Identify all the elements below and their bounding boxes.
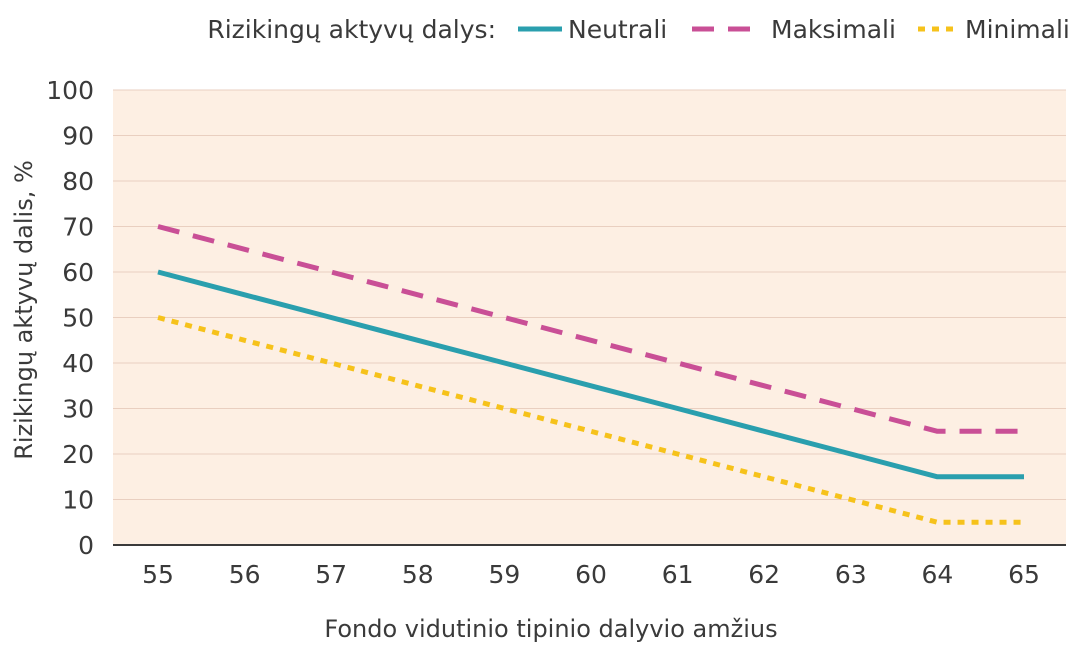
x-tick-label: 63: [835, 560, 867, 589]
y-tick-label: 20: [62, 440, 94, 469]
y-axis-title: Rizikingų aktyvų dalis, %: [10, 160, 38, 460]
y-tick-label: 40: [62, 349, 94, 378]
y-tick-label: 10: [62, 486, 94, 515]
x-tick-label: 57: [315, 560, 347, 589]
y-tick-label: 30: [62, 395, 94, 424]
y-tick-label: 0: [78, 531, 94, 560]
x-tick-labels: 55 56 57 58 59 60 61 62 63 64 65: [142, 560, 1040, 589]
x-tick-label: 59: [488, 560, 520, 589]
y-tick-labels: 0 10 20 30 40 50 60 70 80 90 100: [46, 76, 94, 560]
legend-label-maksimali: Maksimali: [771, 15, 896, 44]
legend-label-neutrali: Neutrali: [568, 15, 667, 44]
y-tick-label: 50: [62, 304, 94, 333]
legend-items: Neutrali Maksimali Minimali: [518, 15, 1070, 44]
x-tick-label: 56: [229, 560, 261, 589]
x-tick-label: 62: [748, 560, 780, 589]
y-tick-label: 70: [62, 213, 94, 242]
y-tick-label: 60: [62, 258, 94, 287]
x-tick-label: 58: [402, 560, 434, 589]
y-tick-label: 100: [46, 76, 94, 105]
x-tick-label: 61: [662, 560, 694, 589]
series-lines: [157, 224, 1025, 525]
grid-lines: [113, 89, 1066, 500]
legend-label-minimali: Minimali: [965, 15, 1070, 44]
x-tick-label: 60: [575, 560, 607, 589]
y-tick-label: 90: [62, 122, 94, 151]
series-line-maksimali: [157, 224, 1024, 434]
series-line-neutrali: [157, 269, 1024, 480]
legend: Rizikingų aktyvų dalys: Neutrali Maksimal…: [207, 15, 1070, 44]
x-axis-title: Fondo vidutinio tipinio dalyvio amžius: [324, 615, 777, 643]
x-tick-label: 55: [142, 560, 174, 589]
legend-title: Rizikingų aktyvų dalys:: [207, 15, 496, 44]
x-tick-label: 65: [1008, 560, 1040, 589]
series-line-minimali: [157, 315, 1024, 525]
y-tick-label: 80: [62, 167, 94, 196]
x-tick-label: 64: [921, 560, 953, 589]
